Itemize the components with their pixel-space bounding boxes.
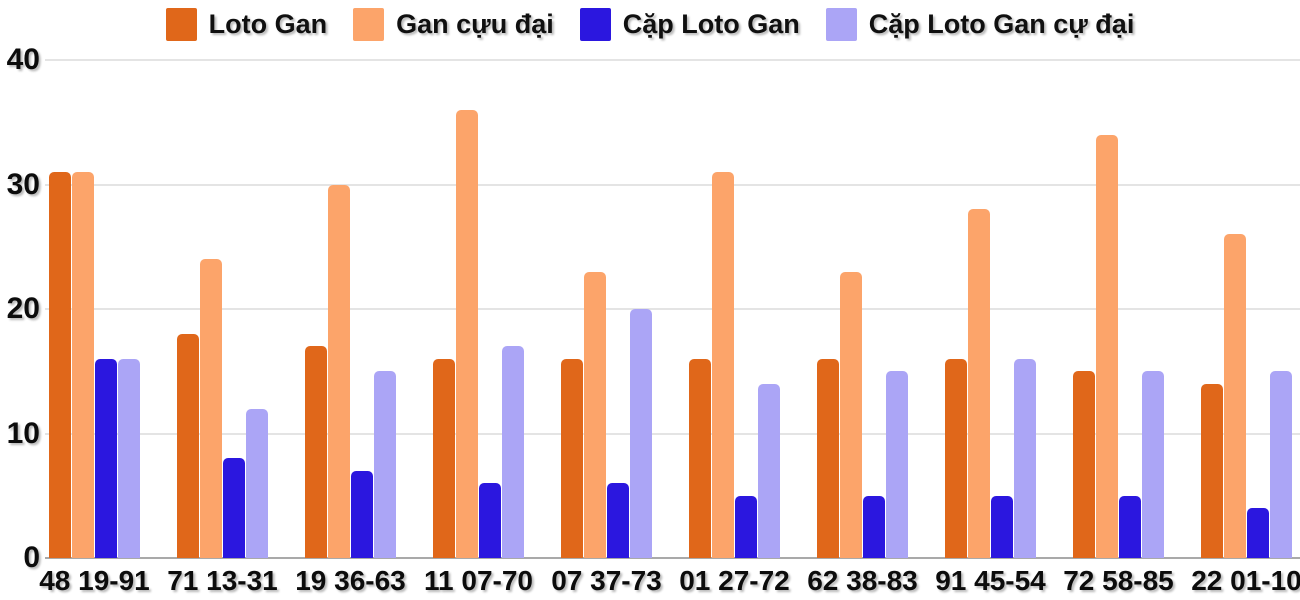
legend-item[interactable]: Cặp Loto Gan (579, 8, 800, 41)
bar-2 (1224, 234, 1246, 558)
legend-item[interactable]: Cặp Loto Gan cự đại (825, 8, 1135, 41)
bar-group (945, 60, 1036, 558)
bar-1 (177, 333, 199, 558)
x-axis-label: 62 38-83 (807, 565, 918, 596)
bar-1 (817, 358, 839, 558)
legend-label: Gan cựu đại (396, 9, 554, 39)
bar-1 (1201, 383, 1223, 558)
bar-group (1073, 60, 1164, 558)
grid-line (45, 308, 1300, 310)
legend-item[interactable]: Gan cựu đại (353, 8, 554, 41)
bar-2 (584, 271, 606, 558)
grid-line (45, 432, 1300, 435)
bar-1 (689, 358, 711, 558)
bar-3 (735, 495, 757, 558)
bar-2 (200, 259, 222, 558)
bar-1 (945, 358, 967, 558)
y-tick-label: 10 (6, 416, 40, 450)
x-axis-label: 01 27-72 (679, 565, 790, 596)
x-axis-label: 19 36-63 (295, 565, 406, 596)
bar-4 (246, 408, 268, 558)
bar-group (305, 60, 396, 558)
bar-4 (758, 383, 780, 558)
legend-label: Loto Gan (208, 9, 328, 39)
bar-1 (49, 172, 71, 558)
legend-swatch-icon (825, 8, 857, 41)
bar-3 (1247, 508, 1269, 558)
bar-4 (886, 371, 908, 558)
bar-4 (1142, 371, 1164, 558)
bar-3 (863, 495, 885, 558)
bar-1 (1073, 371, 1095, 558)
bar-3 (223, 458, 245, 558)
grid-line (45, 183, 1300, 186)
bar-group (817, 60, 908, 558)
bar-3 (991, 495, 1013, 558)
bar-3 (95, 358, 117, 558)
legend-item[interactable]: Loto Gan (165, 8, 328, 41)
bar-group (561, 60, 652, 558)
bar-2 (1096, 134, 1118, 558)
bar-4 (118, 358, 140, 558)
x-axis-label: 48 19-91 (39, 565, 150, 596)
y-tick-label: 30 (6, 167, 40, 201)
bar-3 (479, 483, 501, 558)
bar-4 (1270, 371, 1292, 558)
bar-1 (305, 346, 327, 558)
legend-swatch-icon (579, 8, 611, 41)
y-tick-label: 0 (23, 541, 40, 574)
bar-1 (561, 358, 583, 558)
bar-group (1201, 60, 1292, 558)
legend-swatch-icon (165, 8, 197, 41)
legend-swatch-icon (353, 8, 385, 41)
bar-2 (968, 209, 990, 558)
bar-4 (374, 371, 396, 558)
y-tick-label: 20 (6, 292, 40, 325)
bar-1 (433, 358, 455, 558)
grid-line (45, 59, 1300, 61)
bar-group (433, 60, 524, 558)
x-axis-label: 07 37-73 (551, 565, 662, 596)
bar-group (49, 60, 140, 558)
bar-2 (72, 172, 94, 558)
bar-3 (351, 470, 373, 558)
legend-label: Cặp Loto Gan (622, 9, 800, 39)
bar-3 (607, 483, 629, 558)
bar-group (689, 60, 780, 558)
x-axis-label: 71 13-31 (167, 565, 278, 596)
bar-4 (1014, 358, 1036, 558)
y-tick-label: 40 (6, 43, 40, 76)
bar-2 (712, 172, 734, 558)
bar-3 (1119, 495, 1141, 558)
bar-4 (502, 346, 524, 558)
legend-label: Cặp Loto Gan cự đại (868, 9, 1135, 39)
chart-legend: Loto Gan Gan cựu đại Cặp Loto Gan Cặp Loto … (0, 8, 1300, 41)
x-axis-label: 72 58-85 (1063, 565, 1174, 596)
bar-2 (456, 109, 478, 558)
x-axis-label: 91 45-54 (935, 565, 1046, 596)
bar-2 (840, 271, 862, 558)
x-axis-label: 11 07-70 (424, 565, 533, 596)
x-axis-label: 22 01-10 (1191, 565, 1300, 596)
plot-area: 48 19-91 71 13-31 19 36-63 11 07-70 07 37-73… (39, 59, 1300, 596)
bar-2 (328, 184, 350, 558)
bar-4 (630, 309, 652, 558)
x-axis-line (45, 557, 1300, 559)
bar-group (177, 60, 268, 558)
